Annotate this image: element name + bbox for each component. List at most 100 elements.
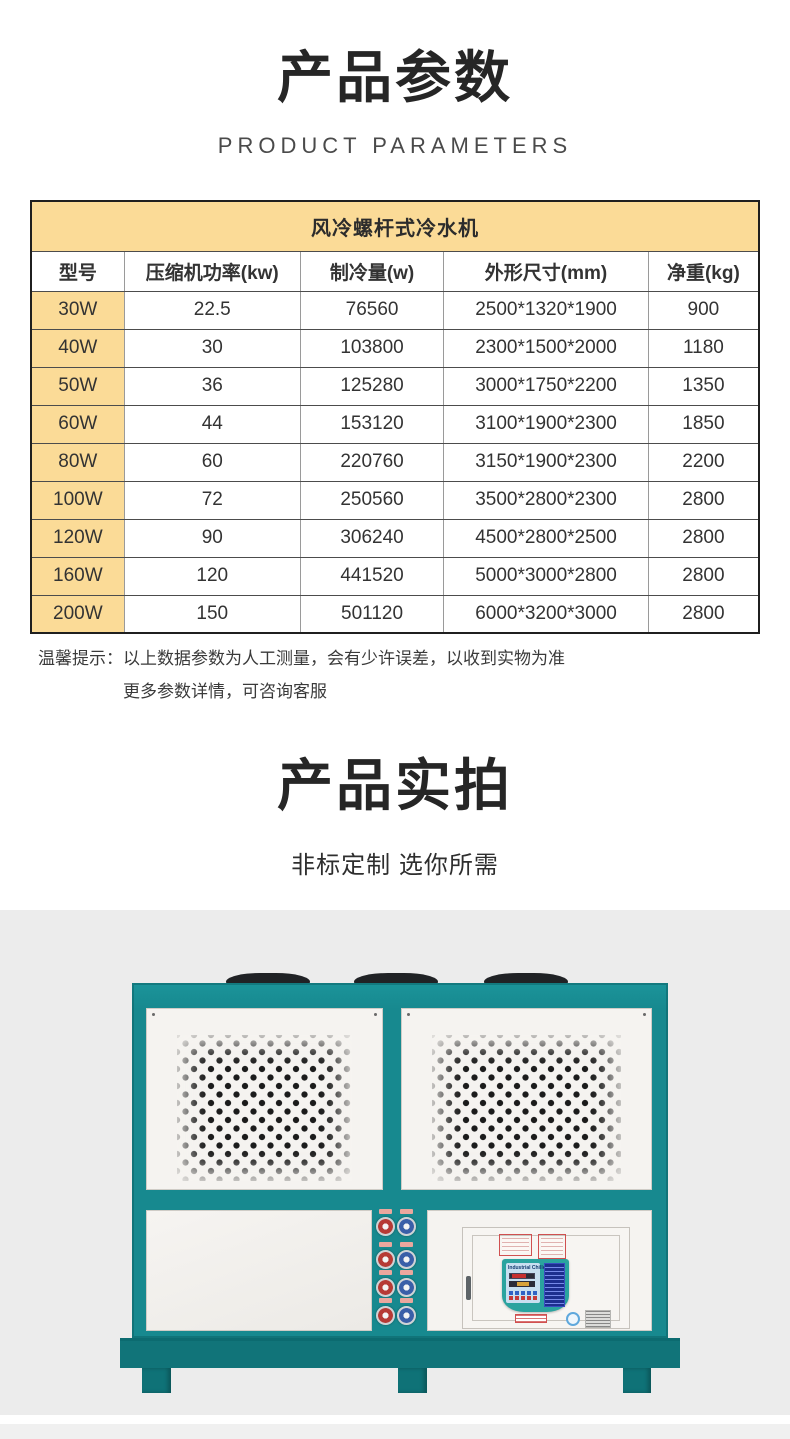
value-cell: 1350: [647, 366, 760, 406]
value-cell: 125280: [299, 366, 445, 406]
value-cell: 4500*2800*2500: [443, 518, 649, 558]
gauge-label: [400, 1270, 413, 1275]
door-handle: [466, 1276, 471, 1300]
value-cell: 153120: [299, 404, 445, 444]
value-cell: 5000*3000*2800: [443, 556, 649, 596]
pressure-gauge-red: [376, 1306, 395, 1325]
gauge-label: [379, 1209, 392, 1214]
digit-readout: [509, 1273, 535, 1279]
model-cell: 120W: [30, 518, 125, 558]
value-cell: 76560: [299, 290, 445, 330]
table-caption-row: 风冷螺杆式冷水机: [30, 200, 760, 252]
value-cell: 250560: [299, 480, 445, 520]
fan-icon: [354, 973, 438, 985]
value-cell: 3100*1900*2300: [443, 404, 649, 444]
fan-icon: [226, 973, 310, 985]
fan-icon: [484, 973, 568, 985]
tip-note-line2: 更多参数详情，可咨询客服: [123, 682, 327, 701]
model-cell: 160W: [30, 556, 125, 596]
value-cell: 306240: [299, 518, 445, 558]
tip-note-line1: 以上数据参数为人工测量，会有少许误差，以收到实物为准: [123, 649, 565, 668]
value-cell: 6000*3200*3000: [443, 594, 649, 634]
machine-base: [120, 1338, 680, 1368]
gauge-label: [379, 1270, 392, 1275]
controller-buttons: [509, 1291, 537, 1300]
gauge-label: [379, 1242, 392, 1247]
value-cell: 44: [123, 404, 301, 444]
value-cell: 2200: [647, 442, 760, 482]
machine-body: Industrial Chiller: [132, 983, 668, 1338]
table-row: 200W 150 501120 6000*3200*3000 2800: [30, 594, 760, 634]
value-cell: 3150*1900*2300: [443, 442, 649, 482]
screw-icon: [407, 1013, 410, 1016]
column-header: 外形尺寸(mm): [443, 250, 649, 292]
pressure-gauge-blue: [397, 1278, 416, 1297]
value-cell: 2500*1320*1900: [443, 290, 649, 330]
chiller-machine-image: Industrial Chiller: [120, 973, 680, 1393]
value-cell: 3000*1750*2200: [443, 366, 649, 406]
value-cell: 120: [123, 556, 301, 596]
screw-icon: [152, 1013, 155, 1016]
table-row: 80W 60 220760 3150*1900*2300 2200: [30, 442, 760, 482]
tip-note: 温馨提示： 以上数据参数为人工测量，会有少许误差，以收到实物为准 更多参数详情，…: [38, 642, 758, 708]
value-cell: 2800: [647, 480, 760, 520]
table-caption: 风冷螺杆式冷水机: [30, 200, 760, 252]
column-header: 压缩机功率(kw): [123, 250, 301, 292]
value-cell: 103800: [299, 328, 445, 368]
pressure-gauge-red: [376, 1250, 395, 1269]
machine-foot: [623, 1368, 651, 1393]
model-cell: 30W: [30, 290, 125, 330]
perforated-panel-right: [401, 1008, 652, 1190]
perforation-grid: [177, 1035, 352, 1181]
parameters-subtitle: PRODUCT PARAMETERS: [217, 133, 573, 159]
screw-icon: [374, 1013, 377, 1016]
model-cell: 200W: [30, 594, 125, 634]
spec-table-wrapper: 风冷螺杆式冷水机 型号 压缩机功率(kw) 制冷量(w) 外形尺寸(mm) 净重(kg)…: [30, 200, 760, 634]
nameplate-sticker: [585, 1310, 611, 1328]
pressure-gauge-blue: [397, 1306, 416, 1325]
spec-table: 风冷螺杆式冷水机 型号 压缩机功率(kw) 制冷量(w) 外形尺寸(mm) 净重(kg)…: [30, 200, 760, 634]
table-row: 100W 72 250560 3500*2800*2300 2800: [30, 480, 760, 520]
value-cell: 2300*1500*2000: [443, 328, 649, 368]
parameters-header: 产品参数 PRODUCT PARAMETERS: [0, 44, 790, 159]
value-cell: 220760: [299, 442, 445, 482]
perforated-panel-left: [146, 1008, 383, 1190]
model-cell: 40W: [30, 328, 125, 368]
value-cell: 1850: [647, 404, 760, 444]
gauge-panel: [372, 1204, 425, 1338]
round-logo-sticker: [566, 1312, 580, 1326]
value-cell: 150: [123, 594, 301, 634]
pressure-gauge-red: [376, 1278, 395, 1297]
value-cell: 1180: [647, 328, 760, 368]
column-header: 制冷量(w): [299, 250, 445, 292]
value-cell: 90: [123, 518, 301, 558]
gauge-label: [400, 1242, 413, 1247]
value-cell: 36: [123, 366, 301, 406]
model-cell: 60W: [30, 404, 125, 444]
column-header: 净重(kg): [647, 250, 760, 292]
tip-note-label: 温馨提示：: [38, 649, 123, 668]
warning-sticker: [499, 1234, 532, 1256]
digit-readout: [509, 1281, 535, 1287]
gauge-label: [400, 1298, 413, 1303]
perforation-grid: [432, 1035, 621, 1181]
table-row: 40W 30 103800 2300*1500*2000 1180: [30, 328, 760, 368]
tip-note-lines: 以上数据参数为人工测量，会有少许误差，以收到实物为准 更多参数详情，可咨询客服: [123, 642, 758, 708]
lower-panel-left: [146, 1210, 372, 1331]
column-header: 型号: [30, 250, 125, 292]
value-cell: 30: [123, 328, 301, 368]
product-photo-section: Industrial Chiller: [0, 910, 790, 1415]
value-cell: 72: [123, 480, 301, 520]
machine-foot: [398, 1368, 427, 1393]
table-row: 60W 44 153120 3100*1900*2300 1850: [30, 404, 760, 444]
value-cell: 501120: [299, 594, 445, 634]
table-row: 30W 22.5 76560 2500*1320*1900 900: [30, 290, 760, 330]
value-cell: 3500*2800*2300: [443, 480, 649, 520]
photos-subtitle: 非标定制 选你所需: [291, 852, 499, 880]
value-cell: 2800: [647, 518, 760, 558]
footer-strip: [0, 1424, 790, 1439]
value-cell: 22.5: [123, 290, 301, 330]
control-box: Industrial Chiller: [462, 1227, 630, 1329]
pressure-gauge-blue: [397, 1217, 416, 1236]
photos-header: 产品实拍 非标定制 选你所需: [0, 752, 790, 880]
